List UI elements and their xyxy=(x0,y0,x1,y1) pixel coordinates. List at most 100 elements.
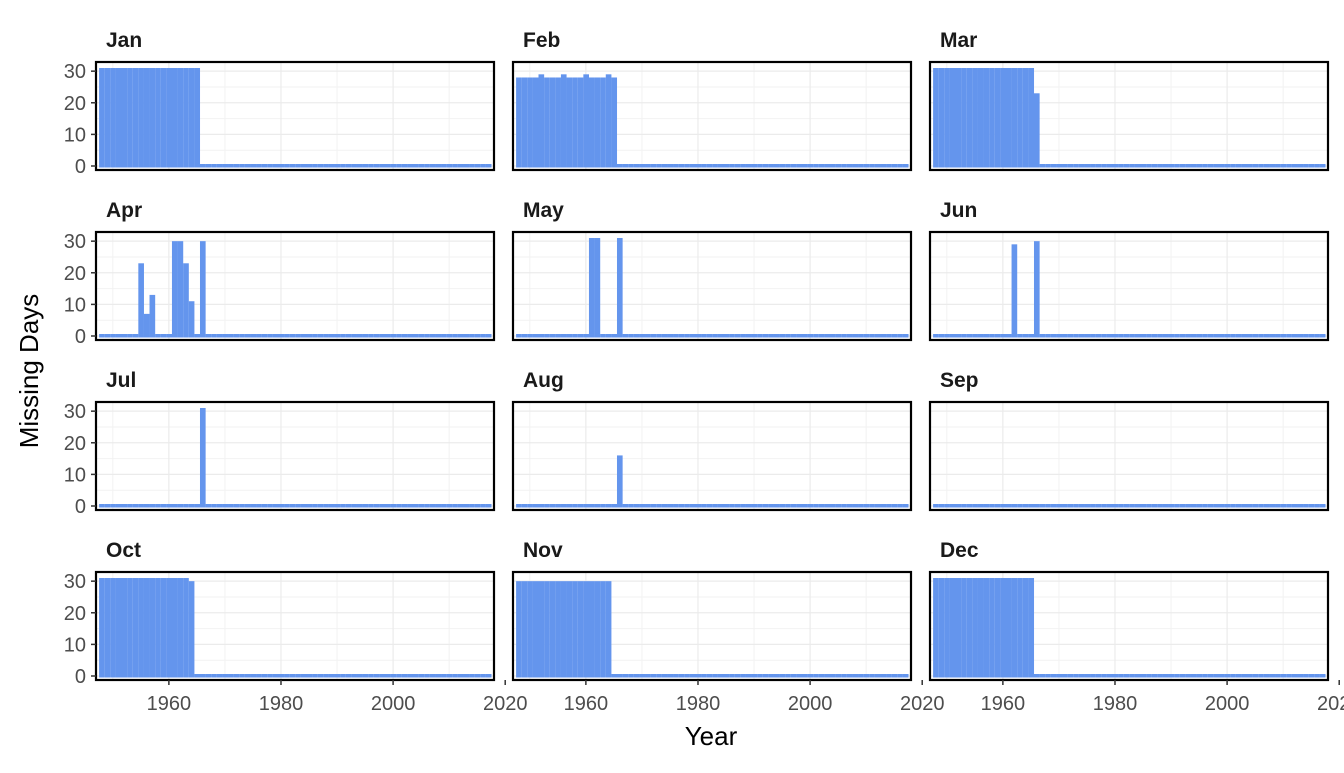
bar xyxy=(1078,334,1085,338)
bar xyxy=(368,674,374,678)
bar xyxy=(155,504,161,508)
bar xyxy=(790,504,797,508)
bar xyxy=(317,504,324,508)
bar xyxy=(532,334,539,338)
bar xyxy=(1129,674,1135,678)
bar xyxy=(1017,68,1023,168)
bar xyxy=(244,334,251,338)
bar xyxy=(446,334,453,338)
bar xyxy=(199,408,206,508)
bar xyxy=(712,674,718,678)
bar xyxy=(829,334,836,338)
bar xyxy=(1134,334,1141,338)
bar xyxy=(532,581,539,678)
bar xyxy=(334,164,341,168)
bar xyxy=(955,578,962,678)
bar xyxy=(429,674,436,678)
bar xyxy=(1275,334,1281,338)
bar xyxy=(1106,504,1113,508)
bar xyxy=(858,504,864,508)
bar xyxy=(1090,504,1096,508)
bar xyxy=(384,334,391,338)
bar xyxy=(938,68,945,168)
bar xyxy=(194,674,201,678)
bar xyxy=(1028,578,1035,678)
bar xyxy=(272,504,279,508)
bar xyxy=(485,674,492,678)
bar xyxy=(155,334,161,338)
bar xyxy=(1078,674,1085,678)
bar xyxy=(171,241,178,338)
bar xyxy=(1319,674,1326,678)
bar xyxy=(1258,674,1264,678)
panel-nov: Nov 1960 1980 2000 2020 xyxy=(511,539,944,715)
bar xyxy=(300,334,307,338)
bar xyxy=(1033,241,1040,338)
bar xyxy=(723,164,730,168)
bar xyxy=(1118,504,1124,508)
panel-sep: Sep xyxy=(928,369,1330,512)
bar xyxy=(944,504,950,508)
bar xyxy=(938,334,945,338)
bar xyxy=(256,504,262,508)
bar xyxy=(955,504,962,508)
bar xyxy=(1146,164,1152,168)
bar xyxy=(785,674,791,678)
bar xyxy=(933,334,939,338)
panel-title: Sep xyxy=(940,369,979,392)
bar xyxy=(1162,334,1169,338)
bar xyxy=(396,674,402,678)
bar xyxy=(1050,674,1057,678)
bar xyxy=(312,334,318,338)
panel-dec: Dec 1960 1980 2000 2020 xyxy=(928,539,1344,715)
bar xyxy=(762,674,769,678)
bar xyxy=(446,674,453,678)
bar xyxy=(1252,674,1259,678)
bar xyxy=(435,504,442,508)
bar xyxy=(211,504,217,508)
bar xyxy=(751,504,758,508)
bar xyxy=(1297,164,1304,168)
bar xyxy=(933,68,939,168)
bar xyxy=(485,334,492,338)
bar xyxy=(1062,164,1068,168)
bar xyxy=(199,164,206,168)
bar xyxy=(171,578,178,678)
bar xyxy=(869,164,875,168)
panel-title: Dec xyxy=(940,539,979,562)
bar xyxy=(740,674,746,678)
bar xyxy=(1084,674,1091,678)
bar xyxy=(396,504,402,508)
bar xyxy=(1073,334,1079,338)
x-tick-label: 1960 xyxy=(147,693,192,715)
bar xyxy=(480,504,486,508)
bar xyxy=(272,164,279,168)
bar xyxy=(717,504,724,508)
bar xyxy=(1000,578,1006,678)
bar xyxy=(1062,674,1068,678)
bar xyxy=(1218,504,1225,508)
bar xyxy=(351,504,357,508)
bar xyxy=(115,334,122,338)
bar xyxy=(1297,504,1304,508)
bar xyxy=(1202,674,1208,678)
bar xyxy=(1073,674,1079,678)
bar xyxy=(961,334,967,338)
bar xyxy=(712,164,718,168)
bar xyxy=(863,674,870,678)
bar xyxy=(983,578,990,678)
bar xyxy=(289,504,296,508)
bar xyxy=(312,164,318,168)
bar xyxy=(972,334,978,338)
bar xyxy=(1168,164,1175,168)
bar xyxy=(566,77,573,168)
bar xyxy=(199,241,206,338)
bar xyxy=(1185,504,1191,508)
bar xyxy=(966,578,973,678)
bar xyxy=(244,674,251,678)
bar xyxy=(261,334,268,338)
bar xyxy=(1078,504,1085,508)
bar xyxy=(628,164,634,168)
bar xyxy=(1190,674,1197,678)
bar xyxy=(306,164,313,168)
